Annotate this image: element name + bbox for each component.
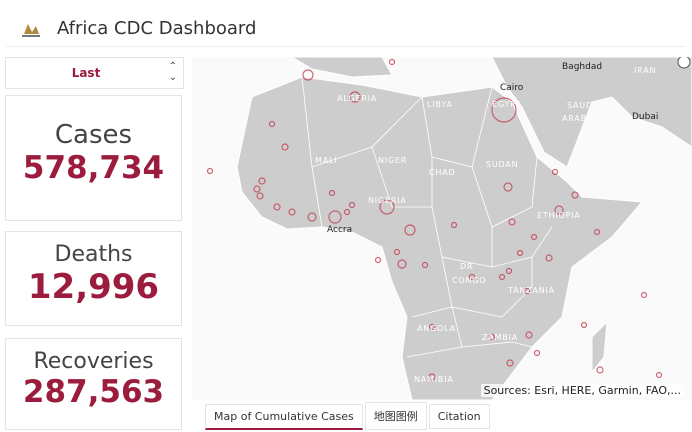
map-label: DR [460,262,473,271]
header: Africa CDC Dashboard [6,12,686,47]
map-label: SUDAN [486,160,518,169]
card-label: Deaths [54,242,133,267]
map-label: ANGOLA [417,324,456,333]
recoveries-card: Recoveries 287,563 [5,338,182,430]
map-label: ARABIA [562,114,596,123]
map-label: EGYPT [492,100,521,109]
tab[interactable]: Citation [428,404,490,429]
period-dropdown[interactable]: Last ⌃ ⌄ [5,57,184,89]
card-value: 578,734 [22,150,165,186]
map-label: NAMIBIA [414,375,454,384]
map-label: Dubai [632,112,658,122]
map-label: NIGERIA [368,196,407,205]
tab-bar: Map of Cumulative Cases 地图图例 Citation [205,402,492,430]
card-label: Cases [54,120,133,150]
map-label: Baghdad [562,62,602,72]
map-label: Accra [327,225,352,235]
map-label: Cairo [500,83,524,93]
map-label: IRAN [634,66,656,75]
map-label: CONGO [452,276,486,285]
card-value: 12,996 [27,267,160,307]
map-label: ETHIOPIA [537,211,581,220]
dropdown-value: Last [71,66,101,80]
map-label: TANZANIA [507,286,555,295]
logo [22,24,40,37]
map-label: MALI [315,156,337,165]
card-label: Recoveries [33,349,154,374]
tab[interactable]: 地图图例 [364,402,427,430]
tab[interactable]: Map of Cumulative Cases [205,404,363,430]
map-attribution: Sources: Esri, HERE, Garmin, FAO,... [480,384,684,397]
map-label: ZAMBIA [482,333,518,342]
map[interactable]: Baghdad IRAN Cairo EGYPT SAUDI ARABIA Du… [192,57,692,400]
map-canvas: Baghdad IRAN Cairo EGYPT SAUDI ARABIA Du… [192,57,692,400]
map-label: LIBYA [427,100,453,109]
locate-button[interactable] [677,57,691,69]
map-label: CHAD [429,168,455,177]
case-markers [206,58,663,381]
header-title: Africa CDC Dashboard [57,18,257,39]
cases-card: Cases 578,734 [5,95,182,221]
card-value: 287,563 [22,374,165,410]
deaths-card: Deaths 12,996 [5,231,182,326]
map-label: SAUDI [567,101,596,110]
dropdown-arrows: ⌃ ⌄ [168,61,177,83]
map-label: NIGER [378,156,407,165]
map-label: ALGERIA [337,94,377,103]
